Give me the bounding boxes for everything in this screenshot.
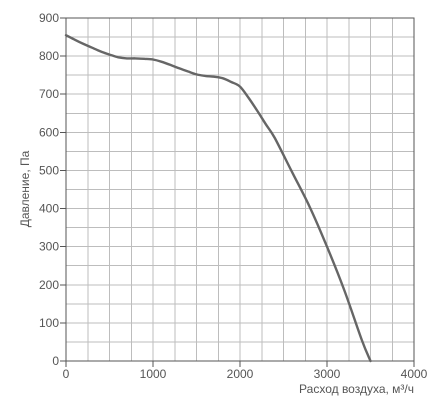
series-line-0 <box>64 34 372 363</box>
y-axis-label: Давление, Па <box>18 150 32 227</box>
x-tick-label: 0 <box>63 367 70 381</box>
x-tick-label: 2000 <box>227 367 254 381</box>
y-tick-label: 0 <box>52 354 59 368</box>
x-tick-label: 1000 <box>140 367 167 381</box>
y-tick-label: 700 <box>39 87 59 101</box>
x-tick-label: 3000 <box>314 367 341 381</box>
y-tick-label: 900 <box>39 11 59 25</box>
y-tick-label: 100 <box>39 316 59 330</box>
y-tick-label: 500 <box>39 163 59 177</box>
y-tick-label: 200 <box>39 278 59 292</box>
y-tick-label: 600 <box>39 125 59 139</box>
y-tick-label: 300 <box>39 240 59 254</box>
x-axis-label: Расход воздуха, м³/ч <box>299 382 414 396</box>
y-tick-label: 400 <box>39 202 59 216</box>
x-tick-label: 4000 <box>401 367 428 381</box>
y-tick-label: 800 <box>39 49 59 63</box>
